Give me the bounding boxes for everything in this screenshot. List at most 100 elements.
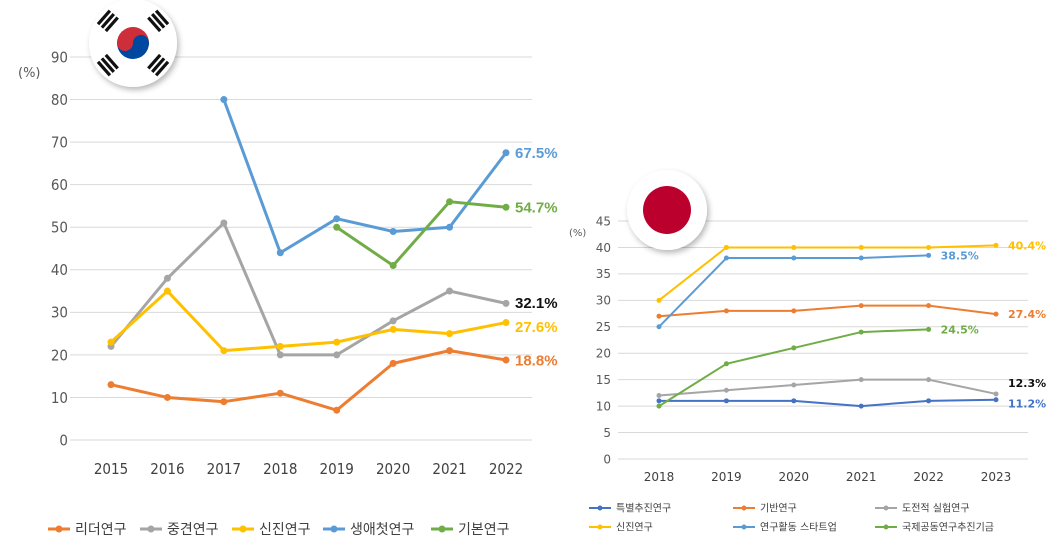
y-tick-label: 10 [596,399,611,413]
x-tick-label: 2015 [94,460,128,478]
trigram-bar [151,57,166,73]
trigram-bar [147,16,162,33]
data-point [276,389,284,397]
trigram-bar [100,57,115,73]
series-series-2: 12.3% [656,377,1046,399]
data-point [389,325,397,333]
data-point [791,382,797,388]
data-point [656,297,662,303]
data-point [107,338,115,346]
x-tick-label: 2021 [846,470,877,484]
trigram-bar [96,9,112,26]
data-point [502,319,510,327]
data-point [220,347,228,355]
series-line [658,378,997,397]
taeguk-swirl-blue [133,35,149,51]
legend-item: 생애첫연구 [323,522,415,538]
end-value-label: 32.1% [515,295,558,312]
data-point [858,329,864,335]
y-tick-label: 40 [51,261,68,279]
data-point [858,303,864,309]
data-point [220,219,228,227]
data-point [502,149,510,157]
series-line [109,349,508,412]
end-value-label: 67.5% [515,145,558,162]
data-point [333,351,341,359]
japan-chart: 0 5 10 15 20 25 30 35 40 45 (%) 2018 2019 2020 2021 202… [569,170,1046,534]
legend-item: 연구활동 스타트업 [733,521,837,534]
hinomaru [643,186,691,234]
y-tick-label: 0 [59,431,68,449]
x-tick-label: 2019 [320,460,354,478]
data-point [926,326,932,332]
data-point [502,299,510,307]
end-value-label: 12.3% [1008,377,1046,390]
data-point [791,308,797,314]
data-point [163,274,171,282]
data-point [993,242,999,248]
trigram-bar [104,53,119,70]
legend-label: 신진연구 [259,522,311,538]
legend-label: 국제공동연구추진기금 [902,522,994,534]
data-point [389,317,397,325]
y-tick-label: 20 [51,346,68,364]
legend-label: 생애첫연구 [350,522,415,538]
japan-flag-icon [627,170,707,250]
y-tick-label: 15 [596,373,611,387]
series-series-5: 24.5% [656,323,979,409]
trigram [147,53,170,77]
data-point [993,311,999,317]
data-point [389,359,397,367]
y-tick-label: 10 [51,389,68,407]
data-point [502,203,510,211]
trigram-bar [104,16,119,33]
trigram-bar [154,60,170,77]
series-series-3: 40.4% [656,239,1046,303]
x-tick-label: 2022 [489,460,523,478]
legend-label: 중견연구 [167,522,219,538]
y-tick-label: 40 [596,241,611,255]
taeguk-swirl-red [117,35,133,51]
end-value-label: 18.8% [515,352,558,369]
series-series-0: 18.8% [107,347,558,414]
x-tick-label: 2016 [150,460,184,478]
series-series-4: 54.7% [333,198,558,270]
legend-swatch-marker [597,524,603,530]
end-value-label: 27.4% [1008,308,1046,321]
unit-label: (%) [569,228,586,239]
series-line [658,244,997,302]
legend-swatch-marker [330,525,338,533]
legend-item: 특별추진연구 [589,503,671,515]
x-tick-label: 2020 [376,460,410,478]
series-series-2: 27.6% [107,287,558,355]
data-point [446,223,454,231]
legend-swatch-marker [597,505,603,511]
trigram-bar [96,60,112,77]
data-point [389,227,397,235]
data-point [791,244,797,250]
y-tick-label: 25 [596,320,611,334]
legend-swatch-marker [883,505,889,511]
legend-label: 연구활동 스타트업 [760,521,837,534]
unit-label: (%) [18,66,41,81]
data-point [791,345,797,351]
data-point [723,308,729,314]
data-point [333,223,341,231]
data-point [656,403,662,409]
data-point [389,262,397,270]
y-tick-label: 80 [51,91,68,109]
end-value-label: 38.5% [941,249,979,262]
legend-item: 중견연구 [140,522,219,538]
data-point [276,351,284,359]
series-line [658,304,997,318]
legend-label: 신진연구 [616,522,653,534]
data-point [446,287,454,295]
legend-label: 도전적 실험연구 [902,503,970,515]
data-point [220,398,228,406]
korea-chart: 0 10 20 30 40 50 60 70 80 90 (%) 2015 2016 2017 2018 20… [18,0,558,538]
south-korea-flag-icon [89,0,177,87]
data-point [656,324,662,330]
data-point [333,338,341,346]
data-point [276,342,284,350]
legend-item: 도전적 실험연구 [875,503,970,515]
